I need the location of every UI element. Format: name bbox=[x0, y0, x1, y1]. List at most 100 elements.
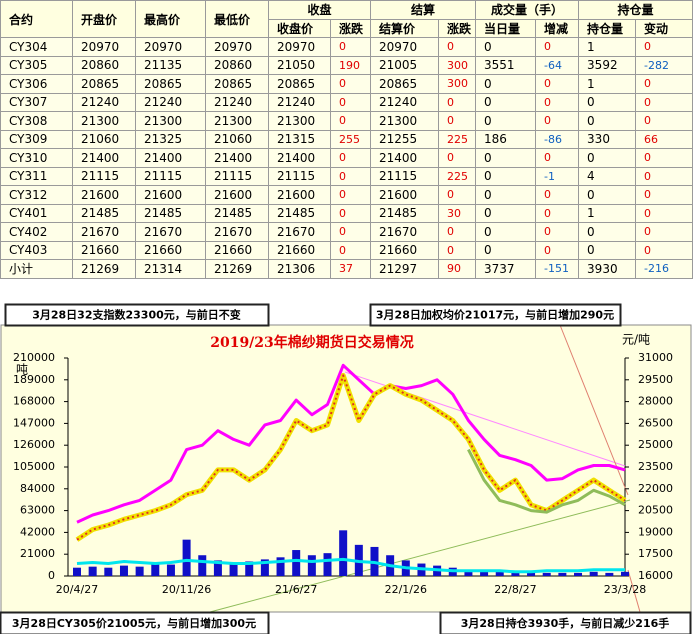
table-cell: 21240 bbox=[205, 92, 269, 112]
table-cell: 21115 bbox=[370, 166, 440, 186]
table-cell: 0 bbox=[475, 185, 537, 205]
bar bbox=[527, 572, 536, 576]
table-cell: 0 bbox=[535, 148, 580, 168]
table-cell: 21240 bbox=[370, 92, 440, 112]
chart-title: 2019/23年棉纱期货日交易情况 bbox=[210, 334, 414, 351]
table-cell: 21240 bbox=[268, 92, 331, 112]
bar bbox=[166, 564, 175, 576]
table-cell: 0 bbox=[578, 92, 637, 112]
table-cell: 0 bbox=[475, 166, 537, 186]
table-cell: 21115 bbox=[72, 166, 136, 186]
y-tick-label: 84000 bbox=[20, 482, 55, 495]
bar bbox=[589, 571, 598, 576]
table-cell: 0 bbox=[438, 148, 477, 168]
table-row: CY310 21400 21400 21400 21400 0 21400 0 0 0 0 0 bbox=[0, 148, 694, 168]
table-cell: 20970 bbox=[135, 37, 206, 57]
x-tick-label: 22/1/26 bbox=[385, 583, 427, 596]
table-cell: 20865 bbox=[135, 74, 206, 94]
table-cell: CY308 bbox=[0, 111, 73, 131]
y2-tick-label: 28000 bbox=[638, 395, 673, 408]
table-cell: 21315 bbox=[268, 129, 331, 149]
bar bbox=[480, 570, 489, 576]
table-cell: 330 bbox=[578, 129, 637, 149]
table-cell: 190 bbox=[329, 55, 372, 75]
bar bbox=[104, 567, 113, 576]
y2-tick-label: 29500 bbox=[638, 373, 673, 386]
pointer-line bbox=[627, 569, 641, 613]
table-cell: 186 bbox=[475, 129, 537, 149]
table-cell: 0 bbox=[535, 92, 580, 112]
table-cell: 20865 bbox=[268, 74, 331, 94]
table-cell: 0 bbox=[535, 222, 580, 242]
header-cell: 涨跌 bbox=[438, 18, 477, 38]
table-row: CY403 21660 21660 21660 21660 0 21660 0 0 0 0 0 bbox=[0, 240, 694, 260]
table-cell: 0 bbox=[475, 92, 537, 112]
annotation-box bbox=[0, 611, 270, 634]
table-cell: 0 bbox=[635, 92, 694, 112]
table-cell: 21670 bbox=[268, 222, 331, 242]
table-cell: 21297 bbox=[370, 259, 440, 279]
table-cell: 21115 bbox=[205, 166, 269, 186]
table-cell: 21240 bbox=[135, 92, 206, 112]
table-row: 小计 21269 21314 21269 21306 37 21297 90 3737 -151 3… bbox=[0, 259, 694, 279]
table-cell: 0 bbox=[475, 148, 537, 168]
table-cell: 300 bbox=[438, 74, 477, 94]
table-row: CY304 20970 20970 20970 20970 0 20970 0 0 0 1 0 bbox=[0, 37, 694, 57]
table-cell: 21400 bbox=[370, 148, 440, 168]
table-cell: 小计 bbox=[0, 259, 73, 279]
y-tick-label: 126000 bbox=[13, 438, 55, 451]
line bbox=[76, 557, 625, 574]
bar bbox=[307, 555, 316, 576]
line bbox=[75, 372, 627, 542]
bar bbox=[542, 572, 551, 576]
bar bbox=[621, 571, 629, 576]
table-cell: CY304 bbox=[0, 37, 73, 57]
bar bbox=[605, 572, 614, 576]
table-cell: 3930 bbox=[578, 259, 637, 279]
y2-axis-label: 元/吨 bbox=[622, 333, 650, 347]
table-cell: 0 bbox=[475, 222, 537, 242]
table-cell: 21400 bbox=[205, 148, 269, 168]
table-cell: 0 bbox=[578, 148, 637, 168]
table-cell: -64 bbox=[535, 55, 580, 75]
y-tick-label: 105000 bbox=[13, 460, 55, 473]
table-cell: 4 bbox=[578, 166, 637, 186]
table-cell: 21660 bbox=[72, 240, 136, 260]
table-cell: 21600 bbox=[268, 185, 331, 205]
y-tick-label: 63000 bbox=[20, 504, 55, 517]
table-cell: 0 bbox=[329, 92, 372, 112]
table-cell: 0 bbox=[475, 37, 537, 57]
table-cell: -282 bbox=[635, 55, 694, 75]
table-cell: 21485 bbox=[370, 203, 440, 223]
table-cell: 30 bbox=[438, 203, 477, 223]
header-cell: 最低价 bbox=[205, 0, 269, 38]
table-cell: 0 bbox=[578, 185, 637, 205]
bar bbox=[339, 530, 348, 576]
table-cell: 0 bbox=[535, 37, 580, 57]
y2-tick-label: 26500 bbox=[638, 416, 673, 429]
bar bbox=[88, 566, 97, 576]
annotation-box bbox=[439, 611, 692, 634]
table-cell: CY306 bbox=[0, 74, 73, 94]
y2-tick-label: 25000 bbox=[638, 438, 673, 451]
table-cell: 21600 bbox=[370, 185, 440, 205]
header-group: 收盘 bbox=[267, 0, 372, 20]
table-cell: 0 bbox=[329, 222, 372, 242]
trend-line bbox=[209, 499, 631, 613]
table-cell: 0 bbox=[535, 240, 580, 260]
bar bbox=[323, 553, 332, 576]
line bbox=[467, 448, 626, 514]
table-cell: 20860 bbox=[205, 55, 269, 75]
table-cell: 3737 bbox=[475, 259, 537, 279]
annotation: 3月28日CY305价21005元，与前日增加300元 bbox=[12, 616, 256, 630]
table-row: CY312 21600 21600 21600 21600 0 21600 0 0 0 0 0 bbox=[0, 185, 694, 205]
bar bbox=[464, 569, 473, 576]
x-tick-label: 21/6/27 bbox=[275, 583, 317, 596]
quote-table: 合约 开盘价 最高价 最低价 收盘 结算 成交量（手） 持仓量 收盘价 涨跌 结… bbox=[0, 0, 694, 279]
table-cell: 21400 bbox=[72, 148, 136, 168]
table-cell: 0 bbox=[475, 203, 537, 223]
table-row: CY307 21240 21240 21240 21240 0 21240 0 0 0 0 0 bbox=[0, 92, 694, 112]
bar bbox=[119, 565, 128, 576]
table-cell: 21485 bbox=[268, 203, 331, 223]
table-cell: 21600 bbox=[205, 185, 269, 205]
